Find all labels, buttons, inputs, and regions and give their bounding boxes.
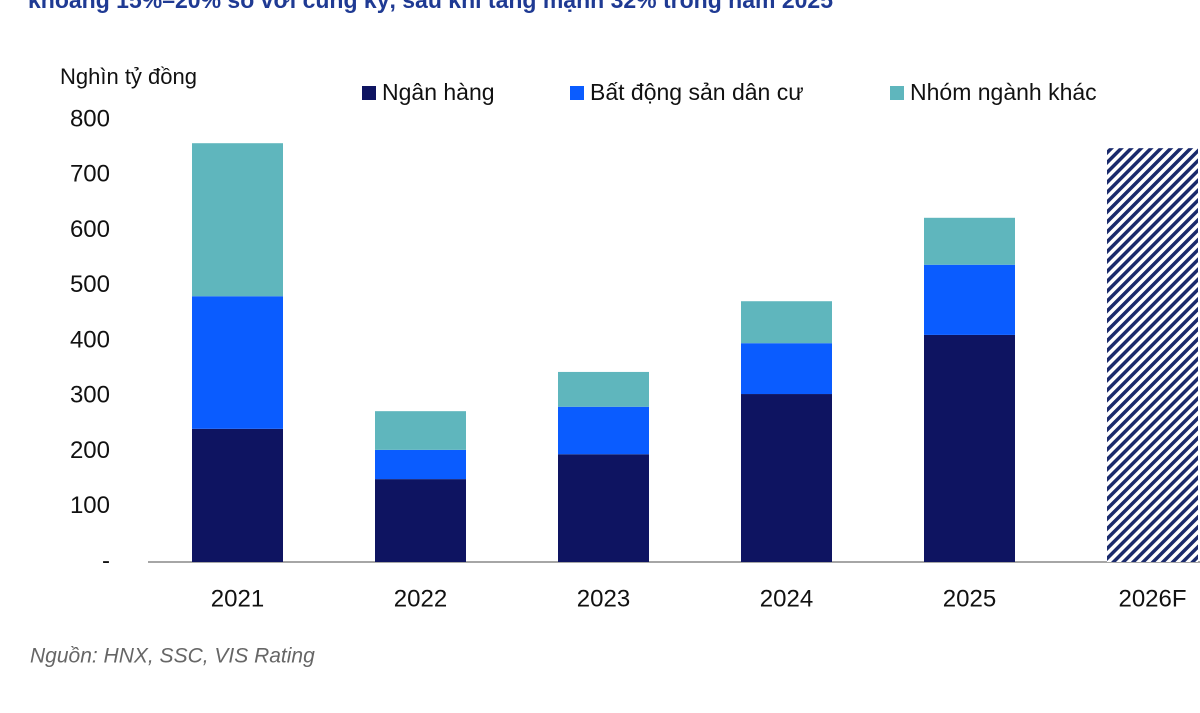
y-tick-label: 400 — [70, 326, 110, 353]
bar-segment — [924, 334, 1015, 562]
y-tick-label: 200 — [70, 437, 110, 464]
y-axis-title: Nghìn tỷ đồng — [60, 64, 197, 89]
chart-title: khoảng 15%–20% so với cùng kỳ, sau khi t… — [28, 0, 833, 13]
x-tick-label: 2022 — [394, 585, 447, 612]
bar-segment — [558, 371, 649, 407]
bar-segment — [558, 454, 649, 562]
y-tick-label: - — [102, 547, 110, 574]
legend-swatch — [890, 86, 904, 100]
x-tick-label: 2024 — [760, 585, 813, 612]
y-tick-label: 800 — [70, 105, 110, 132]
y-tick-label: 500 — [70, 271, 110, 298]
legend-swatch — [362, 86, 376, 100]
bar-segment — [375, 411, 466, 450]
y-tick-label: 600 — [70, 216, 110, 243]
bar-segment — [192, 296, 283, 429]
legend-label: Nhóm ngành khác — [910, 79, 1097, 105]
bar-segment — [558, 406, 649, 455]
bar-segment — [741, 394, 832, 562]
y-tick-label: 300 — [70, 382, 110, 409]
bar-segment — [741, 301, 832, 344]
bar-segment — [192, 143, 283, 297]
bar-segment — [192, 428, 283, 562]
y-tick-label: 700 — [70, 161, 110, 188]
legend-label: Bất động sản dân cư — [590, 79, 804, 105]
forecast-bar — [1107, 148, 1198, 563]
y-tick-label: 100 — [70, 492, 110, 519]
bar-segment — [924, 264, 1015, 335]
x-tick-label: 2023 — [577, 585, 630, 612]
source-note: Nguồn: HNX, SSC, VIS Rating — [30, 645, 315, 668]
legend-label: Ngân hàng — [382, 79, 495, 105]
x-tick-label: 2026F — [1118, 585, 1186, 612]
bar-segment — [741, 343, 832, 395]
x-tick-label: 2025 — [943, 585, 996, 612]
x-tick-label: 2021 — [211, 585, 264, 612]
bar-segment — [924, 217, 1015, 265]
bar-segment — [375, 479, 466, 562]
legend-swatch — [570, 86, 584, 100]
bar-segment — [375, 449, 466, 480]
